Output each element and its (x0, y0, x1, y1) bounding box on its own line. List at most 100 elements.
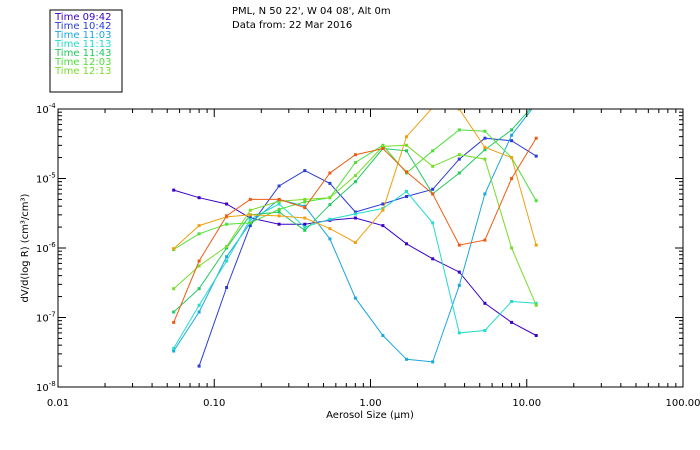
x-tick-label: 100.00 (666, 398, 700, 409)
data-point (303, 228, 307, 232)
data-point (277, 184, 281, 188)
x-tick-label: 0.10 (203, 398, 225, 409)
data-point (534, 154, 538, 158)
y-tick-label: 10-4 (36, 102, 56, 116)
legend-entry: Time 11:13 (54, 39, 111, 50)
data-point (457, 109, 461, 111)
data-point (303, 200, 307, 204)
data-point (510, 133, 514, 137)
header-date: Data from: 22 Mar 2016 (232, 20, 352, 31)
data-point (510, 300, 514, 303)
data-point (197, 224, 201, 228)
data-point (353, 212, 357, 216)
data-point (277, 207, 281, 211)
data-point (405, 195, 408, 198)
data-point (225, 214, 229, 218)
axes-layer: 0.01 0.10 1.00 10.00 100.00 10-8 10-7 10-6 10-5 1… (36, 102, 700, 409)
data-point (457, 171, 461, 175)
data-point (328, 227, 332, 231)
data-point (328, 217, 332, 221)
data-point (172, 346, 176, 350)
data-point (225, 245, 229, 248)
data-point (172, 310, 176, 314)
data-point (381, 207, 385, 210)
data-point (483, 148, 487, 152)
data-point (172, 188, 176, 192)
data-point (197, 364, 201, 368)
data-point (510, 128, 514, 132)
header-location: PML, N 50 22', W 04 08', Alt 0m (232, 6, 391, 17)
data-point (353, 153, 357, 157)
data-point (431, 187, 435, 191)
data-point (197, 287, 201, 291)
legend-entry: Time 09:42 (54, 12, 111, 23)
data-point (277, 202, 281, 206)
y-tick-label: 10-6 (36, 241, 56, 255)
data-point (172, 247, 176, 251)
data-point (172, 320, 176, 324)
data-point (248, 197, 252, 201)
x-tick-label: 0.01 (47, 398, 69, 409)
data-point (457, 128, 461, 132)
data-point (483, 136, 487, 140)
legend-box (49, 9, 123, 93)
data-point (303, 222, 307, 226)
y-tick-label: 10-8 (36, 380, 56, 394)
data-point (248, 224, 252, 228)
legend-entry: Time 10:42 (54, 21, 111, 32)
data-point (534, 199, 538, 203)
y-tick-label: 10-7 (36, 311, 56, 325)
legend-entry: Time 12:13 (54, 66, 111, 77)
data-point (225, 202, 229, 206)
data-point (248, 208, 252, 212)
y-tick-label: 10-5 (36, 172, 56, 186)
data-point (381, 147, 385, 150)
data-point (328, 171, 332, 175)
data-point (431, 257, 435, 261)
data-point (303, 197, 307, 201)
data-point (328, 237, 332, 241)
data-point (225, 222, 229, 226)
data-point (303, 216, 307, 220)
data-point (405, 170, 408, 174)
data-point (225, 286, 229, 289)
y-axis-label: dV/d(log R) (cm³/cm³) (20, 193, 31, 302)
data-point (534, 303, 538, 307)
data-point (510, 320, 514, 324)
data-point (353, 241, 357, 244)
x-tick-label: 1.00 (359, 398, 381, 409)
data-point (510, 246, 514, 250)
data-point (381, 202, 385, 206)
data-point (381, 334, 385, 337)
data-point (328, 203, 332, 207)
data-point (353, 174, 357, 178)
data-point (405, 190, 408, 193)
data-point (248, 221, 252, 225)
data-point (483, 238, 487, 242)
data-point (510, 177, 514, 180)
data-point (535, 101, 538, 104)
data-point (483, 301, 487, 305)
data-point (483, 192, 487, 196)
data-point (510, 139, 514, 143)
data-point (534, 136, 538, 140)
series-line-4 (173, 109, 531, 313)
data-point (535, 102, 538, 105)
data-point (197, 259, 201, 263)
data-point (381, 224, 385, 228)
data-point (405, 149, 408, 153)
data-point (248, 217, 252, 221)
data-point (197, 264, 201, 268)
data-point (277, 199, 281, 203)
data-point (534, 243, 538, 247)
data-point (197, 310, 201, 314)
data-point (197, 303, 201, 307)
data-point (457, 153, 461, 157)
data-point (483, 329, 487, 332)
data-point (457, 243, 461, 247)
data-point (457, 331, 461, 335)
data-point (248, 213, 252, 217)
data-point (353, 161, 357, 164)
series-layer (172, 101, 538, 368)
